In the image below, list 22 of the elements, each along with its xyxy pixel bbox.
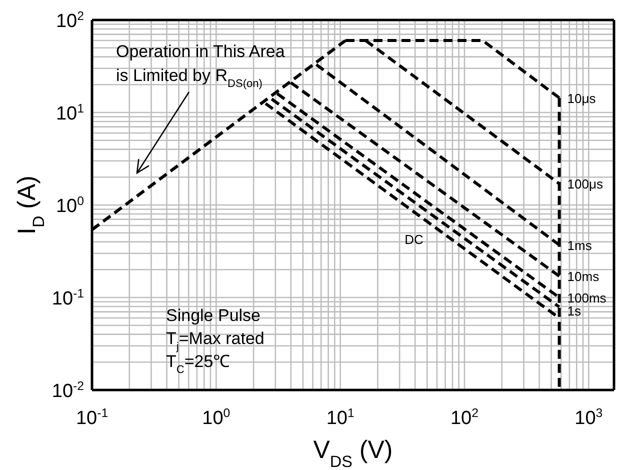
y-tick-label: 10$^{2}$ (56, 9, 84, 32)
x-tick-label: 10$^{3}$ (574, 406, 603, 429)
x-tick-label: 10$^{1}$ (326, 406, 354, 429)
annotation: DC (404, 232, 424, 247)
y-tick-label: 10$^{0}$ (56, 194, 84, 217)
annotation: T$_{j}$=Max rated (166, 329, 264, 353)
x-tick-label: 10$^{0}$ (202, 406, 230, 429)
series-label: 10ms (567, 269, 600, 284)
x-tick-label: 10$^{2}$ (450, 406, 479, 429)
series-label: 100ms (567, 290, 607, 306)
x-axis-title: V$_{DS}$ (V) (313, 436, 393, 470)
series-label: 100μs (567, 176, 604, 192)
annotation: T$_{C}$=25℃ (166, 352, 230, 376)
y-tick-label: 10$^{1}$ (56, 102, 84, 124)
x-tick-label: 10$^{-1}$ (76, 406, 108, 429)
series-label: 1ms (567, 238, 592, 253)
y-tick-label: 10$^{-2}$ (52, 379, 84, 402)
series-label: 10μs (567, 90, 596, 106)
series-label: 1s (567, 304, 582, 318)
annotation: Operation in This Area is Limited by R$_{DS(on)}$ (116, 42, 286, 90)
y-tick-label: 10$^{-1}$ (52, 286, 84, 310)
annotation: Single Pulse (166, 306, 261, 325)
